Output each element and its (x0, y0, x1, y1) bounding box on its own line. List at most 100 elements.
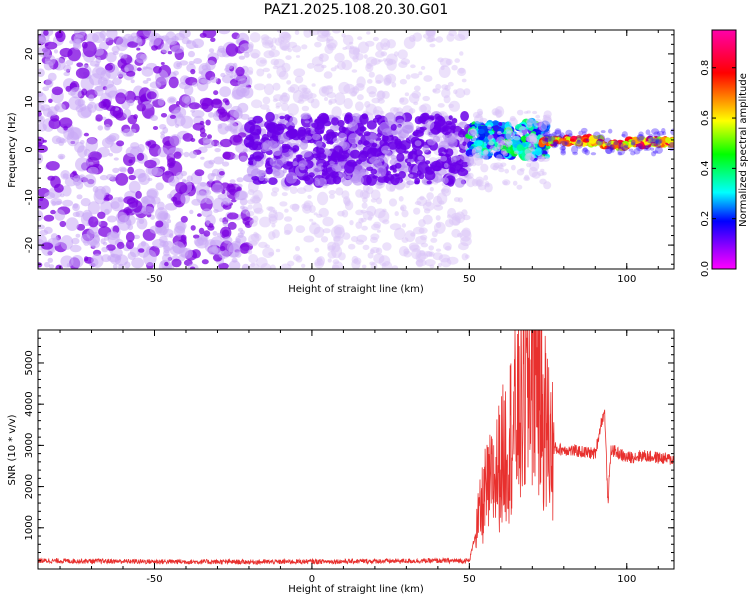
spectrogram-blob (454, 58, 461, 63)
colorbar: 0.0 0.2 0.4 0.6 0.8 Normalized spectral ampl… (700, 29, 749, 277)
spectrogram-blob (543, 114, 552, 121)
spectrogram-blob (461, 78, 467, 83)
spectrogram-blob (370, 262, 378, 269)
spectrogram-blob (451, 64, 458, 71)
spectrogram-blob (68, 96, 82, 111)
spectrogram-blob (429, 43, 436, 48)
spectrogram-blob (199, 32, 207, 38)
spectrogram-blob (236, 190, 249, 201)
spectrogram-blob (149, 81, 162, 89)
spectrogram-blob (130, 79, 135, 84)
spectrogram-blob (466, 175, 473, 180)
spectrogram-blob (605, 146, 613, 155)
spectrogram-blob (398, 61, 408, 68)
spectrogram-blob (214, 148, 221, 153)
spectrogram-blob (87, 166, 99, 175)
spectrogram-blob (155, 182, 164, 191)
spectrogram-blob (44, 261, 50, 268)
spectrogram-blob (564, 141, 569, 146)
spectrogram-blob (112, 167, 120, 174)
spectrogram-blob (316, 34, 329, 43)
spectrogram-blob (201, 259, 209, 265)
spectrogram-blob (44, 192, 56, 199)
spectrogram-blob (247, 249, 253, 255)
spectrogram-blob (44, 54, 56, 66)
spectrogram-blob (192, 82, 198, 87)
spectrogram-blob (260, 104, 270, 110)
spectrogram-blob (123, 108, 132, 119)
spectrogram-blob (605, 147, 612, 154)
spectrogram-blob (429, 187, 434, 192)
spectrogram-blob (151, 167, 164, 177)
spectrogram-blob (304, 120, 310, 124)
spectrogram-blob (142, 80, 149, 84)
spectrogram-blob (396, 152, 405, 162)
spectrogram-blob (643, 145, 650, 150)
spectrogram-blob (124, 67, 129, 73)
spectrogram-blob (468, 155, 474, 159)
spectrogram-blob (208, 247, 215, 252)
spectrogram-blob (294, 75, 304, 84)
y-tick-label: 2000 (24, 474, 35, 499)
spectrogram-blob (38, 111, 42, 117)
spectrogram-blob (460, 111, 469, 122)
spectrogram-blob (630, 151, 636, 156)
spectrogram-blob (313, 226, 325, 238)
spectrogram-blob (231, 72, 238, 77)
spectrogram-blob (410, 64, 416, 69)
spectrogram-blob (97, 125, 104, 131)
spectrogram-blob (89, 60, 100, 67)
spectrogram-blob (205, 119, 211, 126)
spectrogram-blob (270, 191, 278, 197)
spectrogram-blob (150, 214, 155, 220)
spectrogram-blob (531, 134, 538, 140)
spectrogram-blob (249, 124, 262, 136)
spectrogram-blob (125, 146, 140, 157)
spectrogram-blob (448, 103, 454, 108)
spectrogram-blob (334, 92, 346, 106)
spectrogram-blob (271, 37, 277, 44)
spectrogram-blob (505, 130, 516, 141)
spectrogram-blob (236, 177, 244, 183)
spectrogram-blob (437, 103, 445, 108)
spectrogram-blob (612, 141, 620, 149)
spectrogram-blob (420, 234, 428, 241)
figure-title: PAZ1.2025.108.20.30.G01 (264, 2, 449, 18)
spectrogram-blob (341, 33, 346, 38)
spectrogram-blob (365, 103, 377, 116)
spectrogram-blob (435, 248, 442, 252)
spectrogram-blob (552, 131, 557, 137)
spectrogram-blob (107, 215, 117, 223)
spectrogram-blob (83, 132, 89, 137)
spectrogram-blob (95, 114, 103, 122)
spectrogram-blob (541, 146, 549, 156)
spectrogram-blob (218, 111, 231, 122)
spectrogram-blob (187, 263, 199, 269)
spectrogram-blob (357, 36, 363, 41)
spectrogram-blob (576, 135, 582, 142)
spectrogram-blob (472, 148, 476, 154)
spectrogram-blob (338, 132, 348, 142)
spectrogram-blob (131, 257, 145, 269)
spectrogram-blob (369, 139, 375, 144)
spectrogram-blob (200, 156, 205, 160)
spectrogram-blob (582, 147, 588, 153)
colorbar-gradient (711, 29, 737, 270)
spectrogram-blob (101, 116, 107, 121)
spectrogram-blob (178, 113, 184, 118)
spectrogram-blob (275, 102, 282, 108)
spectrogram-blob (445, 245, 452, 251)
spectrogram-blob (150, 115, 159, 121)
spectrogram-blob (167, 157, 176, 167)
spectrogram-blob (593, 131, 601, 140)
spectrogram-blob (390, 173, 400, 186)
spectrogram-blob (138, 248, 145, 253)
y-tick-label: 5000 (24, 350, 35, 375)
spectrogram-blob (212, 231, 218, 236)
spectrogram-blob (635, 143, 644, 152)
spectrogram-blob (247, 43, 254, 49)
spectrogram-blob (279, 201, 288, 207)
spectrogram-blob (667, 142, 674, 151)
spectrogram-blob (471, 136, 476, 142)
spectrogram-blob (376, 132, 382, 138)
